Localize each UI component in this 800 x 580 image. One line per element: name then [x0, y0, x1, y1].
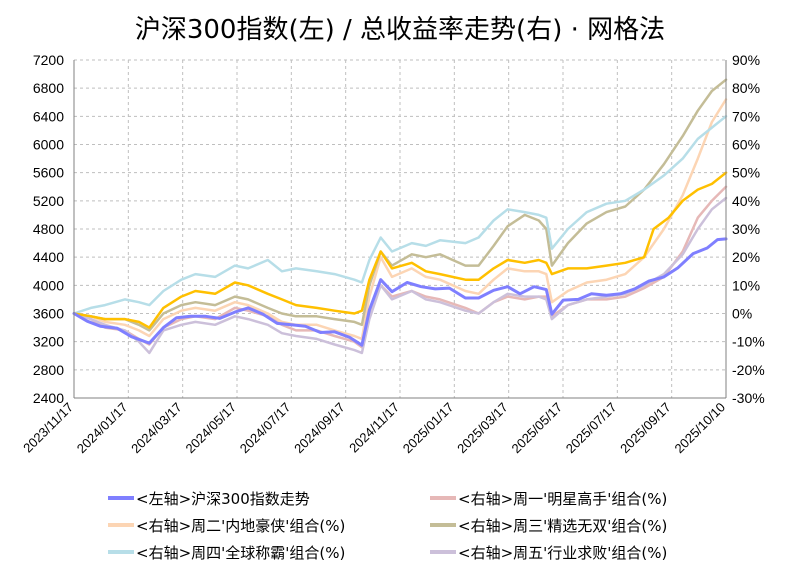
right-tick-label: 50% [732, 165, 760, 181]
series-line-1 [72, 185, 728, 349]
legend: <左轴>沪深300指数走势 <右轴>周一'明星高手'组合(%) <右轴>周二'内地豪… [108, 490, 667, 562]
series-layer [72, 78, 728, 355]
right-tick-label: 80% [732, 80, 760, 96]
legend-label: <右轴>周五'行业求败'组合(%) [458, 544, 667, 562]
left-tick-label: 2800 [33, 362, 64, 378]
series-line-3 [72, 78, 728, 332]
left-tick-label: 4800 [33, 221, 64, 237]
left-tick-label: 6400 [33, 108, 64, 124]
series-line-6 [72, 171, 728, 329]
legend-label: <右轴>周一'明星高手'组合(%) [458, 490, 667, 508]
series-line-0 [72, 237, 728, 347]
chart-title: 沪深300指数(左) / 总收益率走势(右) · 网格法 [135, 15, 665, 45]
series-line-2 [72, 98, 728, 341]
right-tick-label: 30% [732, 221, 760, 237]
left-tick-label: 4000 [33, 277, 64, 293]
left-tick-label: 5600 [33, 165, 64, 181]
right-tick-label: 90% [732, 52, 760, 68]
right-tick-label: 60% [732, 137, 760, 153]
left-tick-label: 3200 [33, 334, 64, 350]
legend-label: <右轴>周三'精选无双'组合(%) [458, 517, 667, 535]
left-tick-label: 7200 [33, 52, 64, 68]
left-tick-label: 6000 [33, 137, 64, 153]
legend-label: <左轴>沪深300指数走势 [136, 490, 310, 508]
right-tick-label: 20% [732, 249, 760, 265]
left-tick-label: 3600 [33, 306, 64, 322]
right-axis-ticks: -30% -20% -10% 0% 10% 20% 30% 40% 50% 60% 70% 80% 90… [732, 52, 765, 406]
axes [73, 60, 727, 399]
left-tick-label: 5200 [33, 193, 64, 209]
left-tick-label: 4400 [33, 249, 64, 265]
right-tick-label: 10% [732, 277, 760, 293]
left-tick-label: 6800 [33, 80, 64, 96]
right-tick-label: -30% [732, 390, 765, 406]
right-tick-label: 70% [732, 108, 760, 124]
gridlines [73, 59, 727, 399]
legend-label: <右轴>周二'内地豪侠'组合(%) [136, 517, 345, 535]
left-tick-label: 2400 [33, 390, 64, 406]
right-tick-label: 0% [732, 306, 752, 322]
legend-label: <右轴>周四'全球称霸'组合(%) [136, 544, 345, 562]
series-line-4 [72, 115, 728, 315]
left-axis-ticks: 2400 2800 3200 3600 4000 4400 4800 5200 5600 6000… [33, 52, 64, 406]
right-tick-label: -20% [732, 362, 765, 378]
right-tick-label: 40% [732, 193, 760, 209]
right-tick-label: -10% [732, 334, 765, 350]
